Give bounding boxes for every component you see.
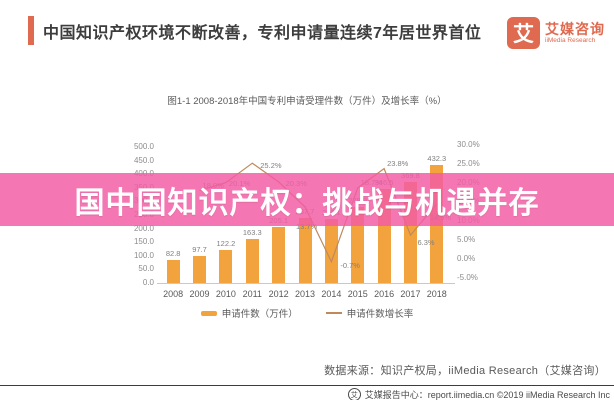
x-axis-label: 2015	[347, 289, 368, 299]
bar	[272, 227, 286, 283]
y-axis-tick: 150.0	[133, 237, 154, 247]
bar	[298, 218, 312, 283]
x-axis-label: 2013	[294, 289, 315, 299]
x-axis-label: 2009	[189, 289, 210, 299]
legend-item-line: 申请件数增长率	[325, 306, 414, 320]
y-axis-tick: 200.0	[133, 223, 154, 233]
legend-label-line: 申请件数增长率	[346, 309, 414, 320]
y2-axis-tick: 30.0%	[457, 140, 480, 149]
bar	[166, 260, 180, 283]
growth-value-label: 23.8%	[387, 158, 409, 168]
bar	[324, 218, 338, 283]
y-axis-tick: 100.0	[133, 250, 154, 260]
x-axis-label: 2014	[321, 289, 342, 299]
y-axis-tick: 0.0	[142, 278, 154, 287]
y-axis-tick: 50.0	[138, 264, 154, 274]
legend-label-bars: 申请件数（万件）	[221, 309, 298, 320]
growth-value-label: 13.7%	[296, 221, 318, 231]
bar	[245, 238, 259, 283]
y-axis-tick: 500.0	[133, 142, 154, 151]
bar-value-label: 82.8	[165, 249, 181, 259]
footer-divider	[0, 385, 614, 386]
chart-title: 图1-1 2008-2018年中国专利申请受理件数（万件）及增长率（%）	[167, 96, 447, 107]
x-axis-line	[157, 283, 455, 284]
footer-text: 艾媒报告中心：report.iimedia.cn ©2019 iiMedia R…	[364, 390, 610, 400]
x-axis-label: 2011	[242, 289, 262, 299]
iimedia-logo-text: 艾媒咨询 iiMedia Research	[545, 22, 605, 45]
x-axis-label: 2017	[400, 289, 421, 299]
bar-value-label: 97.7	[192, 245, 207, 255]
y2-axis-tick: -5.0%	[457, 273, 478, 282]
iimedia-badge-icon: 艾	[347, 388, 361, 400]
header-accent-bar	[28, 16, 34, 45]
y2-axis-tick: 25.0%	[457, 159, 480, 168]
headline-banner-overlay: 国中国知识产权：挑战与机遇并存	[0, 173, 614, 226]
x-axis-label: 2016	[374, 289, 395, 299]
iimedia-logo: 艾 艾媒咨询 iiMedia Research	[507, 17, 605, 49]
y2-axis-tick: 5.0%	[457, 235, 476, 244]
bar-value-label: 432.3	[427, 154, 447, 164]
growth-value-label: 25.2%	[260, 161, 282, 171]
iimedia-logo-icon: 艾	[507, 17, 540, 49]
y-axis-tick: 450.0	[133, 155, 154, 165]
line-swatch-icon	[325, 312, 342, 314]
x-axis-label: 2010	[215, 289, 236, 299]
logo-subtitle: iiMedia Research	[545, 36, 596, 44]
x-axis-label: 2012	[268, 289, 289, 299]
footer: 艾 艾媒报告中心：report.iimedia.cn ©2019 iiMedia…	[347, 388, 610, 400]
header: 中国知识产权环境不断改善，专利申请量连续7年居世界首位	[28, 16, 481, 45]
logo-name: 艾媒咨询	[545, 20, 605, 37]
bar-swatch-icon	[200, 310, 217, 316]
x-axis-label: 2018	[426, 289, 447, 299]
y2-axis-tick: 0.0%	[457, 254, 476, 263]
bar-value-label: 122.2	[216, 238, 236, 248]
headline-banner-text: 国中国知识产权：挑战与机遇并存	[74, 186, 540, 220]
growth-value-label: -0.7%	[340, 260, 360, 270]
page-title: 中国知识产权环境不断改善，专利申请量连续7年居世界首位	[43, 24, 482, 42]
growth-value-label: 6.3%	[417, 238, 435, 248]
chart-legend: 申请件数（万件） 申请件数增长率	[0, 306, 614, 320]
x-axis-label: 2008	[163, 289, 184, 299]
legend-item-bars: 申请件数（万件）	[200, 306, 298, 320]
bar	[219, 249, 233, 283]
bar	[193, 256, 207, 283]
bar-value-label: 163.3	[242, 227, 262, 237]
data-source-note: 数据来源：知识产权局，iiMedia Research（艾媒咨询）	[324, 365, 606, 377]
